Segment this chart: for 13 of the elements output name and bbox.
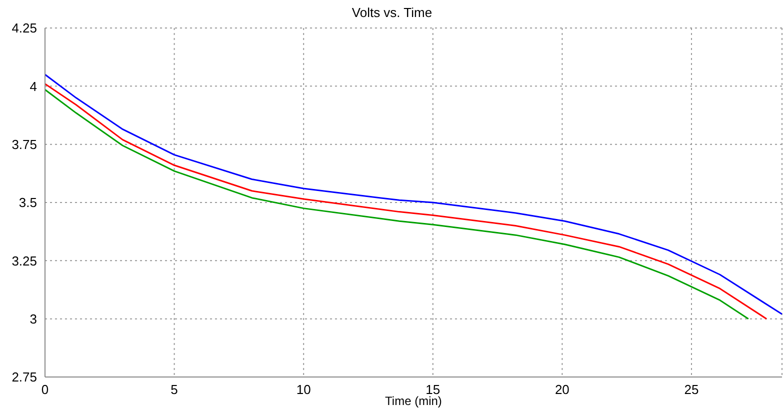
y-tick-label: 4.25 [12, 20, 37, 36]
chart-title: Volts vs. Time [350, 5, 434, 20]
y-tick-label: 3 [30, 311, 37, 326]
y-tick-label: 3.25 [12, 253, 37, 268]
x-tick-label: 10 [296, 382, 311, 398]
x-tick-label: 20 [554, 382, 570, 398]
y-tick-label: 4 [30, 78, 37, 94]
x-tick-label: 0 [41, 382, 49, 398]
x-tick-label: 25 [684, 382, 699, 398]
x-tick-label: 5 [170, 382, 178, 398]
y-tick-label: 3.5 [18, 195, 37, 210]
y-tick-label: 2.75 [12, 370, 37, 385]
y-tick-label: 3.75 [12, 136, 37, 152]
